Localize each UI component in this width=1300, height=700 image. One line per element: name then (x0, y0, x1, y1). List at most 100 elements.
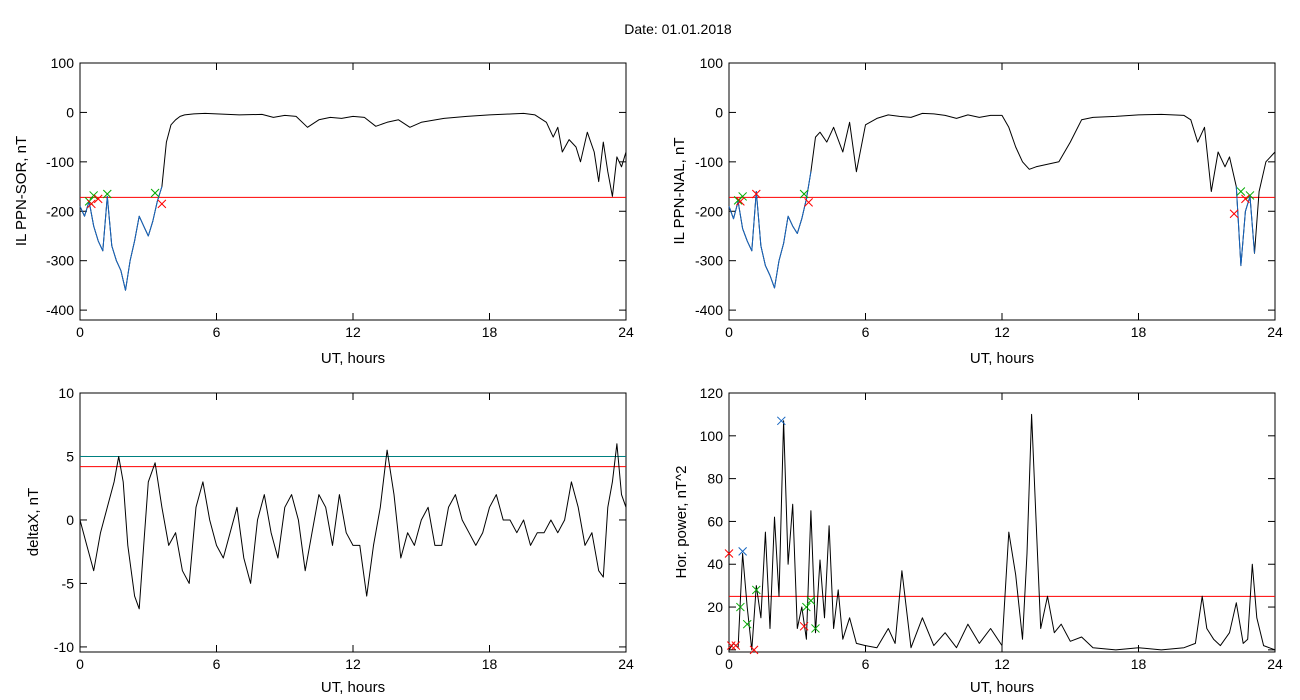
y-tick-label: -100 (46, 154, 74, 170)
x-marker-stroke (1245, 191, 1255, 200)
panel-il-ppn-sor: UT, hours IL PPN-SOR, nT 0 6 12 18 24 -400 -30… (13, 55, 634, 367)
y-tick-label: -300 (695, 253, 723, 269)
y-tick-label: 100 (51, 55, 75, 71)
x-marker (811, 624, 820, 633)
y-tick-label: 0 (715, 104, 723, 120)
x-tick-label: 0 (76, 324, 84, 340)
x-marker (738, 547, 748, 556)
y-tick-label: 80 (707, 471, 723, 487)
series-line-2 (1235, 186, 1255, 267)
series-line-1 (79, 186, 163, 291)
series-line-1 (728, 171, 812, 289)
x-marker-stroke (751, 189, 761, 199)
y-axis-label: IL PPN-NAL, nT (671, 138, 688, 245)
series-line-0 (79, 443, 627, 610)
x-marker (102, 189, 112, 199)
x-tick-label: 6 (862, 324, 870, 340)
x-marker-stroke (736, 197, 745, 206)
y-tick-label: 60 (707, 513, 723, 529)
plot-frame (79, 392, 627, 653)
y-tick-label: 0 (66, 512, 74, 528)
y-tick-label: -300 (46, 253, 74, 269)
x-tick-label: 6 (213, 324, 221, 340)
x-marker-stroke (87, 199, 96, 209)
x-tick-label: 18 (1131, 324, 1147, 340)
x-marker (89, 191, 99, 200)
y-tick-label: 0 (715, 642, 723, 658)
x-marker (731, 641, 741, 650)
y-tick-label: 40 (707, 556, 723, 572)
y-tick-label: -400 (695, 302, 723, 318)
x-marker (724, 549, 734, 558)
panel-hor-power: UT, hours Hor. power, nT^2 0 6 12 18 24 0 20 40… (673, 385, 1283, 696)
x-marker-stroke (89, 191, 99, 200)
x-marker-stroke (1229, 209, 1239, 219)
x-marker-stroke (736, 602, 745, 612)
x-marker-stroke (799, 189, 809, 199)
x-marker (738, 192, 748, 201)
series-line-0 (79, 112, 627, 291)
figure-title: Date: 01.01.2018 (624, 21, 732, 37)
x-marker-stroke (157, 199, 167, 209)
x-marker-stroke (150, 188, 160, 198)
x-marker (801, 602, 811, 612)
y-tick-label: -10 (54, 639, 74, 655)
x-marker (1229, 209, 1239, 219)
x-marker (87, 199, 96, 209)
x-marker-stroke (811, 624, 820, 633)
y-tick-label: 5 (66, 448, 74, 464)
x-marker-stroke (1236, 187, 1246, 196)
x-marker (742, 619, 752, 629)
x-marker (736, 197, 745, 206)
y-axis-label: Hor. power, nT^2 (673, 466, 690, 579)
x-tick-label: 12 (345, 656, 361, 672)
x-tick-label: 24 (1267, 324, 1283, 340)
x-tick-label: 24 (618, 324, 634, 340)
x-marker (726, 641, 736, 650)
x-tick-label: 24 (1267, 656, 1283, 672)
y-tick-label: 10 (58, 385, 74, 401)
y-tick-label: 20 (707, 599, 723, 615)
y-axis-label: IL PPN-SOR, nT (13, 136, 30, 246)
y-tick-label: -5 (62, 575, 75, 591)
x-marker-stroke (724, 549, 734, 558)
x-axis-label: UT, hours (970, 350, 1034, 367)
y-tick-label: 120 (700, 385, 724, 401)
y-tick-label: 0 (66, 104, 74, 120)
x-marker (157, 199, 167, 209)
y-tick-label: 100 (700, 428, 724, 444)
x-marker (751, 585, 761, 595)
x-marker-stroke (801, 602, 811, 612)
x-marker-stroke (776, 416, 786, 426)
x-marker (1236, 187, 1246, 196)
x-tick-label: 24 (618, 656, 634, 672)
plot-frame (79, 62, 627, 321)
y-tick-label: -400 (46, 302, 74, 318)
x-marker-stroke (93, 194, 103, 204)
x-marker-stroke (806, 596, 816, 605)
x-marker-stroke (804, 198, 813, 207)
x-marker (799, 189, 809, 199)
x-marker-stroke (749, 645, 759, 655)
plot-frame (728, 62, 1276, 321)
x-marker-stroke (799, 621, 809, 631)
y-tick-label: -100 (695, 154, 723, 170)
x-marker-stroke (1241, 194, 1250, 204)
x-tick-label: 0 (725, 656, 733, 672)
x-axis-label: UT, hours (321, 350, 385, 367)
x-marker-stroke (726, 641, 736, 650)
x-marker-stroke (738, 192, 748, 201)
y-axis-label: deltaX, nT (25, 488, 42, 556)
y-tick-label: -200 (695, 203, 723, 219)
x-tick-label: 12 (994, 324, 1010, 340)
x-marker (736, 602, 745, 612)
series-line-0 (728, 413, 1276, 651)
x-marker-stroke (738, 547, 748, 556)
x-marker (806, 596, 816, 605)
y-tick-label: 100 (700, 55, 724, 71)
x-marker (749, 645, 759, 655)
x-marker-stroke (102, 189, 112, 199)
x-axis-label: UT, hours (321, 679, 385, 696)
x-marker (804, 198, 813, 207)
